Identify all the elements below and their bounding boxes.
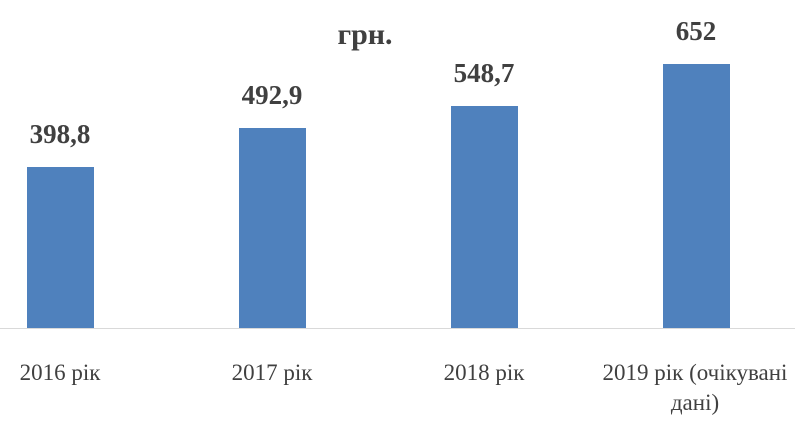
x-tick-label: 2016 рік: [19, 360, 101, 385]
chart-title: грн.: [337, 18, 393, 51]
axis-line: [0, 328, 795, 329]
bar: [238, 128, 306, 328]
bar: [450, 105, 518, 328]
data-label: 398,8: [29, 118, 91, 149]
bar: [662, 64, 730, 328]
x-tick-label: 2017 рік: [231, 360, 313, 385]
bar: [26, 166, 94, 328]
data-label: 652: [675, 16, 717, 46]
data-label: 492,9: [241, 80, 303, 111]
x-tick-label: 2019 рік (очікувані дані): [602, 360, 788, 415]
data-label: 548,7: [453, 57, 515, 88]
x-tick-label: 2018 рік: [443, 360, 525, 385]
